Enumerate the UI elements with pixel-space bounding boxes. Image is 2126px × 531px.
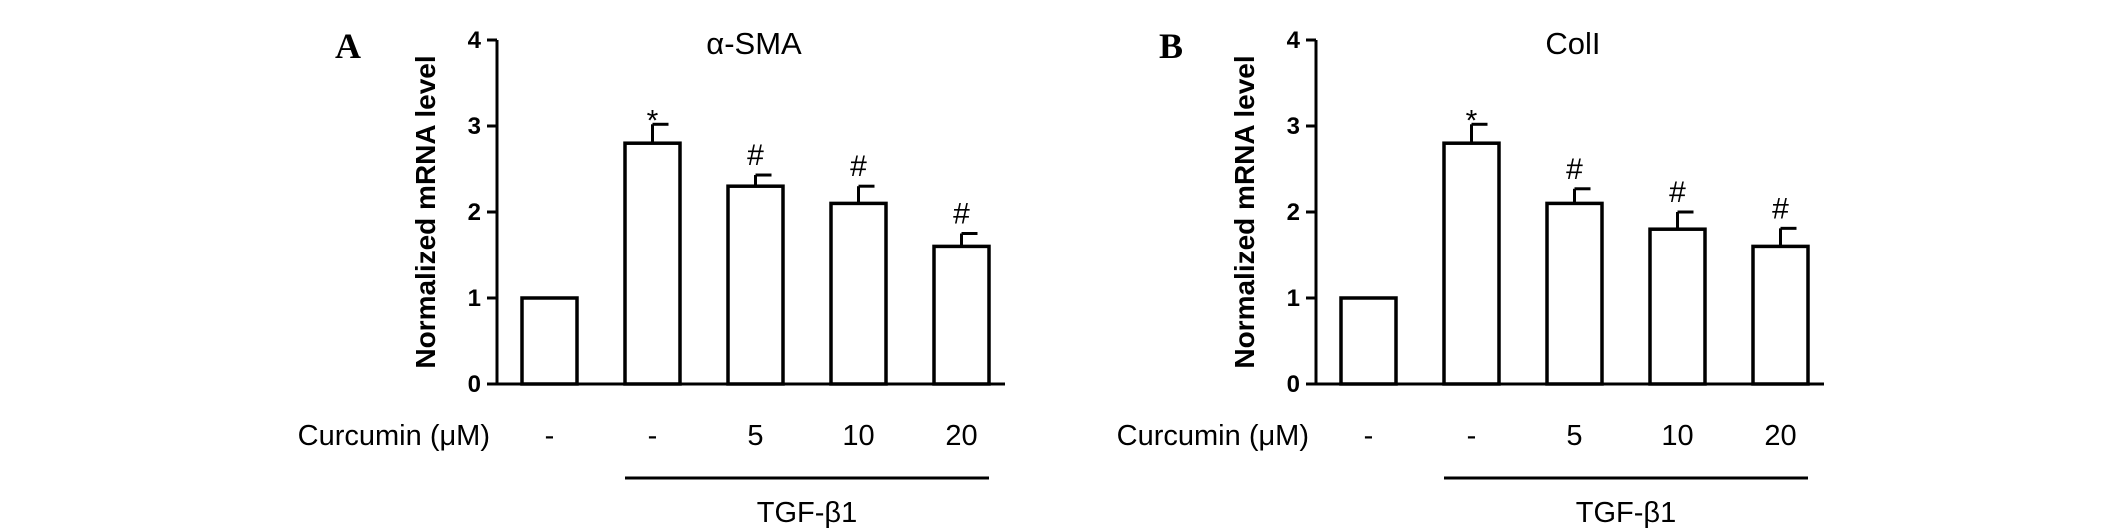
significance-marker: # (850, 150, 867, 183)
chart-title: α-SMA (706, 26, 802, 61)
bar (1545, 201, 1604, 386)
curcumin-dose-label: 5 (747, 420, 763, 452)
row-label: Curcumin (μM) (1117, 420, 1309, 452)
curcumin-dose-label: - (1467, 420, 1477, 452)
y-tick-label: 3 (468, 113, 481, 140)
bar (726, 184, 785, 386)
y-tick-label: 4 (468, 27, 482, 54)
curcumin-dose-label: 10 (842, 420, 874, 452)
y-tick-label: 3 (1287, 113, 1300, 140)
bar (829, 201, 888, 386)
y-axis-label: Normalized mRNA level (410, 55, 441, 368)
group-label: TGF-β1 (1576, 497, 1676, 529)
significance-marker: # (953, 198, 970, 231)
panel-letter: B (1159, 26, 1183, 66)
y-tick-label: 1 (1287, 285, 1300, 312)
significance-marker: # (1669, 176, 1686, 209)
y-tick-label: 2 (1287, 199, 1300, 226)
bar (1751, 244, 1810, 386)
y-tick-label: 2 (468, 199, 481, 226)
y-tick-label: 0 (468, 371, 481, 398)
bar (1648, 227, 1707, 386)
curcumin-dose-label: - (648, 420, 658, 452)
significance-marker: * (1466, 104, 1478, 137)
curcumin-dose-label: 20 (1764, 420, 1796, 452)
bar (520, 296, 579, 386)
panel-letter: A (335, 26, 361, 66)
row-label: Curcumin (μM) (298, 420, 490, 452)
curcumin-dose-label: - (1364, 420, 1374, 452)
curcumin-dose-label: 20 (945, 420, 977, 452)
significance-marker: * (647, 104, 659, 137)
panel-b: B ColI Normalized mRNA level 0 1 2 3 4 - * - #5 #10 #… (1117, 26, 1824, 529)
curcumin-dose-label: 5 (1566, 420, 1582, 452)
y-axis-label: Normalized mRNA level (1229, 55, 1260, 368)
y-tick-label: 0 (1287, 371, 1300, 398)
bar (1442, 141, 1501, 386)
significance-marker: # (1772, 192, 1789, 225)
curcumin-dose-label: - (545, 420, 555, 452)
significance-marker: # (747, 139, 764, 172)
significance-marker: # (1566, 153, 1583, 186)
curcumin-dose-label: 10 (1661, 420, 1693, 452)
bar (623, 141, 682, 386)
y-tick-label: 4 (1287, 27, 1301, 54)
bar (932, 244, 991, 386)
group-label: TGF-β1 (757, 497, 857, 529)
bar (1339, 296, 1398, 386)
y-tick-label: 1 (468, 285, 481, 312)
chart-title: ColI (1545, 26, 1600, 61)
